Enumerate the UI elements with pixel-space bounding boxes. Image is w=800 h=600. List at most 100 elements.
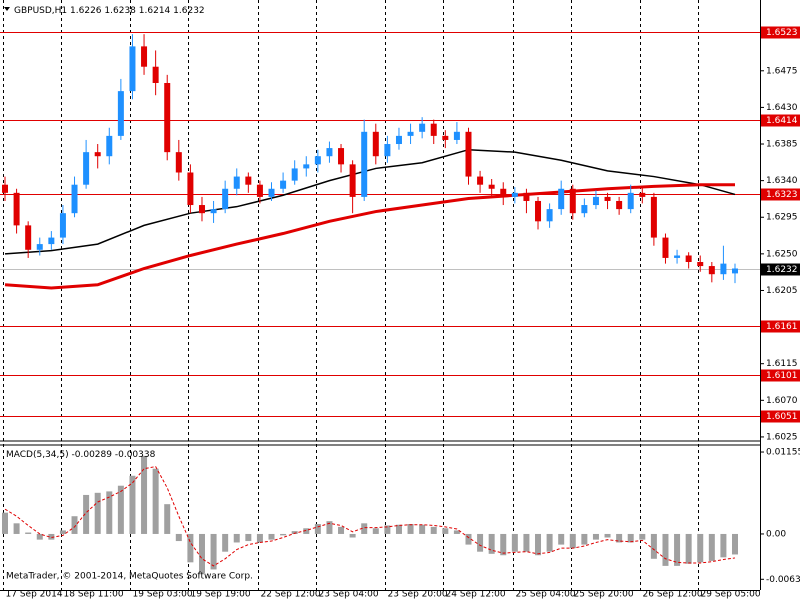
- macd-bar: [94, 492, 101, 534]
- candle-body: [395, 135, 402, 145]
- macd-bar: [280, 533, 287, 536]
- level-tag: [761, 26, 800, 39]
- macd-signal: [4, 466, 736, 567]
- macd-bar: [59, 530, 66, 534]
- symbol: GBPUSD,H1: [14, 6, 67, 16]
- chart-title: GBPUSD,H1 1.6226 1.6238 1.6214 1.6232: [14, 6, 205, 16]
- macd-tick-label: 0.00: [766, 529, 786, 539]
- candle-body: [117, 91, 124, 136]
- candle-body: [326, 148, 333, 157]
- x-tick-label: 19 Sep 03:00: [133, 590, 193, 600]
- macd-bar: [581, 533, 588, 545]
- close: 1.6232: [173, 6, 205, 16]
- menu-arrow[interactable]: [4, 7, 10, 11]
- macd-bar: [650, 533, 657, 559]
- candle-body: [407, 131, 414, 136]
- macd-bar: [523, 533, 530, 552]
- level-label: 1.6161: [766, 322, 798, 332]
- candle-body: [245, 176, 252, 185]
- macd-bar: [349, 533, 356, 538]
- macd-bar: [314, 524, 321, 534]
- candle-body: [685, 255, 692, 262]
- level-label: 1.6051: [766, 412, 798, 422]
- candle-body: [198, 205, 205, 214]
- macd-bar: [268, 533, 275, 540]
- candle-body: [94, 152, 101, 157]
- low: 1.6214: [139, 6, 171, 16]
- moving-average: [4, 148, 736, 255]
- macd-bar: [141, 455, 148, 534]
- candle-body: [164, 82, 171, 153]
- macd-bar: [71, 516, 78, 534]
- candle-body: [338, 148, 345, 165]
- candle-body: [592, 196, 599, 206]
- candle-body: [708, 266, 715, 275]
- copyright: MetaTrader, © 2001-2014, MetaQuotes Soft…: [6, 572, 253, 582]
- macd-bar: [210, 533, 217, 570]
- indicator-title: MACD(5,34,5) -0.00289 -0.00338: [6, 450, 156, 460]
- moving-average: [4, 183, 735, 290]
- candle-body: [129, 46, 136, 92]
- macd-bar: [465, 533, 472, 545]
- macd-bar: [732, 533, 738, 555]
- y-tick-label: 1.6340: [766, 176, 798, 186]
- macd-bar: [708, 533, 715, 561]
- macd-bar: [338, 526, 345, 534]
- candle-body: [720, 263, 727, 275]
- candle-body: [106, 135, 113, 157]
- candle-body: [13, 192, 20, 226]
- level-tag: [761, 410, 800, 423]
- candle-body: [314, 156, 321, 165]
- candle-body: [546, 209, 553, 222]
- candle-body: [511, 192, 518, 197]
- macd-bar: [419, 524, 426, 534]
- candle-body: [465, 131, 472, 177]
- macd-bar: [430, 526, 437, 534]
- macd-bar: [256, 533, 263, 543]
- candle-body: [662, 237, 669, 258]
- macd-bar: [627, 533, 634, 543]
- macd-bar: [453, 530, 460, 534]
- grid: [3, 0, 699, 590]
- candle-body: [152, 66, 159, 83]
- candle-body: [141, 46, 148, 67]
- macd-bar: [407, 524, 414, 534]
- macd-bar: [291, 531, 298, 534]
- candle-body: [616, 200, 623, 210]
- macd-bar: [326, 521, 333, 534]
- macd-bar: [175, 533, 182, 542]
- plot: [0, 32, 760, 573]
- high: 1.6238: [104, 6, 136, 16]
- candle-body: [488, 184, 495, 189]
- candle-body: [48, 237, 55, 245]
- x-tick-label: 23 Sep 20:00: [388, 590, 448, 600]
- candle-body: [303, 164, 310, 169]
- candle-body: [280, 180, 287, 189]
- y-tick-label: 1.6205: [766, 286, 798, 296]
- candle-body: [210, 209, 217, 214]
- level-label: 1.6323: [766, 190, 798, 200]
- x-tick-label: 26 Sep 12:00: [643, 590, 703, 600]
- macd-bar: [164, 504, 171, 534]
- y-tick-label: 1.6475: [766, 66, 798, 76]
- level-label: 1.6101: [766, 371, 798, 381]
- candle-body: [349, 164, 356, 197]
- candle-body: [650, 196, 657, 238]
- candle-body: [581, 205, 588, 214]
- macd-bar: [535, 533, 542, 556]
- candle-body: [535, 200, 542, 222]
- candle-body: [268, 188, 275, 197]
- macd-bar: [604, 533, 611, 538]
- candle-body: [372, 131, 379, 157]
- macd-name: MACD(5,34,5): [6, 450, 69, 460]
- macd-bar: [233, 533, 240, 543]
- macd-bar: [187, 533, 194, 563]
- candle-body: [627, 192, 634, 210]
- macd-bar: [674, 533, 681, 566]
- macd-bar: [384, 525, 391, 534]
- macd-bar: [13, 523, 20, 534]
- x-tick-label: 17 Sep 2014: [6, 590, 63, 600]
- candle-body: [453, 131, 460, 140]
